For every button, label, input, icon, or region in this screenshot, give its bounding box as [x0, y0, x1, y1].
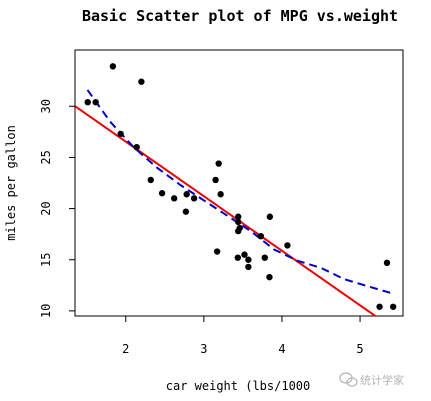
data-point	[84, 98, 91, 106]
data-point	[158, 190, 166, 197]
data-point	[183, 191, 190, 198]
smooth-line	[86, 89, 394, 295]
x-axis-label: car weight (lbs/1000	[166, 379, 311, 393]
data-point	[245, 263, 252, 271]
data-point	[284, 242, 291, 249]
data-point	[215, 160, 222, 167]
data-point	[266, 213, 274, 220]
data-point	[133, 143, 140, 151]
data-point	[245, 256, 252, 263]
y-tick-label: 10	[39, 304, 53, 318]
data-point	[389, 303, 397, 310]
data-point	[383, 259, 391, 266]
data-point	[147, 176, 154, 184]
data-point	[212, 176, 219, 184]
plot-frame	[74, 49, 404, 317]
data-point	[234, 254, 242, 261]
watermark-text: 统计学家	[360, 373, 404, 387]
y-axis: 10 15 20 25 30	[39, 99, 75, 318]
watermark: 统计学家	[339, 372, 404, 387]
wechat-icon	[339, 372, 358, 387]
data-point	[190, 195, 198, 202]
data-point	[376, 303, 383, 310]
data-point	[117, 130, 124, 138]
data-point	[261, 254, 268, 261]
data-point	[217, 191, 224, 198]
y-tick-label: 30	[39, 99, 53, 113]
chart-series	[75, 63, 397, 316]
data-point	[138, 78, 145, 85]
x-tick-label: 2	[122, 342, 129, 356]
data-point	[235, 218, 242, 226]
data-point	[182, 208, 190, 215]
data-point	[170, 195, 178, 202]
data-point	[235, 213, 242, 220]
data-point	[213, 248, 221, 255]
data-point	[241, 251, 248, 258]
x-tick-label: 4	[278, 342, 285, 356]
data-point	[235, 227, 242, 235]
x-tick-label: 5	[356, 342, 363, 356]
y-tick-label: 20	[39, 201, 53, 215]
data-point	[266, 273, 273, 281]
y-tick-label: 25	[39, 150, 53, 164]
y-axis-label: miles per gallon	[4, 125, 18, 241]
data-point	[257, 233, 265, 240]
data-point	[109, 63, 117, 70]
data-point	[92, 98, 99, 106]
x-tick-label: 3	[200, 342, 207, 356]
x-axis: 2 3 4 5	[122, 316, 364, 356]
y-tick-label: 15	[39, 253, 53, 267]
chart-title: Basic Scatter plot of MPG vs.weight	[82, 7, 398, 25]
